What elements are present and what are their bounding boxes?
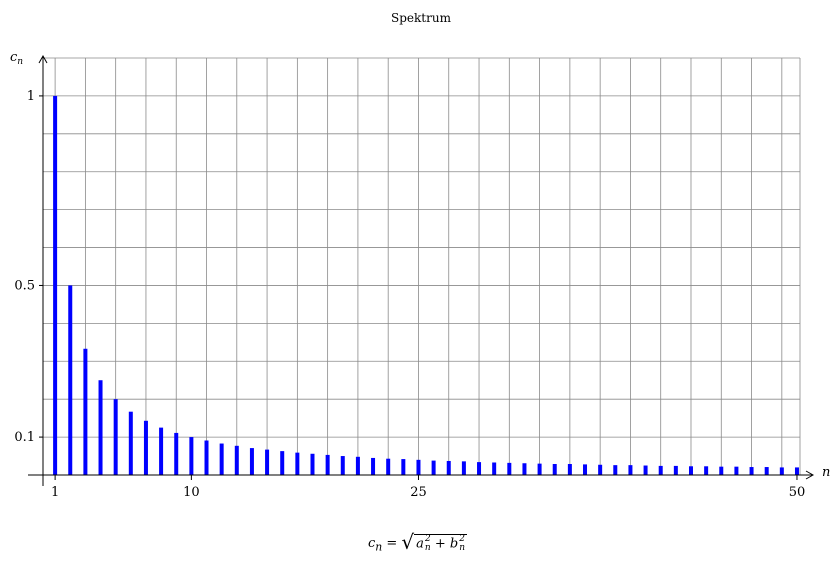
bar	[325, 454, 330, 475]
bar	[371, 457, 376, 475]
bar	[583, 464, 588, 475]
x-axis-arrow	[805, 470, 815, 480]
spectrum-chart: Spektrum 1 10 25 50 0.1 0.5 1 cn n	[10, 11, 830, 500]
axes	[28, 54, 815, 486]
y-tick-label: 1	[27, 89, 35, 104]
bar	[98, 380, 103, 475]
bar	[416, 459, 421, 475]
bar	[658, 465, 663, 475]
bar	[189, 437, 194, 475]
bar	[779, 467, 784, 475]
bar	[446, 460, 451, 475]
bar	[355, 456, 360, 475]
bar	[719, 466, 724, 475]
y-tick-label: 0.1	[14, 430, 35, 445]
bar	[673, 465, 678, 475]
bar	[598, 464, 603, 475]
bar	[249, 448, 254, 475]
grid	[43, 57, 801, 475]
bar	[83, 348, 88, 475]
bar	[68, 285, 73, 475]
bar	[128, 411, 133, 475]
bar	[461, 461, 466, 475]
bar	[310, 453, 315, 475]
x-axis-label: n	[822, 465, 830, 480]
y-axis-label: cn	[10, 50, 23, 67]
bar	[477, 462, 482, 475]
x-tick-label: 25	[410, 485, 427, 500]
x-tick-label: 1	[51, 485, 59, 500]
bar	[688, 466, 693, 475]
bar	[643, 465, 648, 475]
bar	[794, 467, 799, 475]
bar	[219, 443, 224, 475]
bar	[613, 465, 618, 475]
bar	[234, 445, 239, 475]
chart-title: Spektrum	[391, 11, 452, 25]
bar	[492, 462, 497, 475]
bar	[113, 399, 118, 475]
y-ticks: 0.1 0.5 1	[14, 89, 43, 445]
bar	[386, 458, 391, 475]
bar	[552, 464, 557, 475]
bar	[159, 427, 164, 475]
bar	[143, 420, 148, 475]
y-tick-label: 0.5	[14, 278, 35, 293]
bar	[628, 465, 633, 475]
bar	[340, 456, 345, 475]
bar	[174, 432, 179, 475]
x-tick-label: 50	[789, 485, 806, 500]
bar	[522, 463, 527, 475]
x-ticks: 1 10 25 50	[51, 475, 805, 500]
bar	[507, 462, 512, 475]
bar	[567, 464, 572, 475]
bars	[53, 95, 799, 475]
bar	[295, 452, 300, 475]
bar	[764, 467, 769, 475]
bar	[431, 460, 436, 475]
bar	[53, 95, 58, 475]
bar	[401, 459, 406, 475]
bar	[280, 451, 285, 475]
y-axis-arrow	[38, 54, 48, 64]
bar	[734, 466, 739, 475]
bar	[265, 449, 270, 475]
bar	[204, 440, 209, 475]
bar	[537, 463, 542, 475]
bar	[704, 466, 709, 475]
x-tick-label: 10	[183, 485, 200, 500]
bar	[749, 467, 754, 475]
